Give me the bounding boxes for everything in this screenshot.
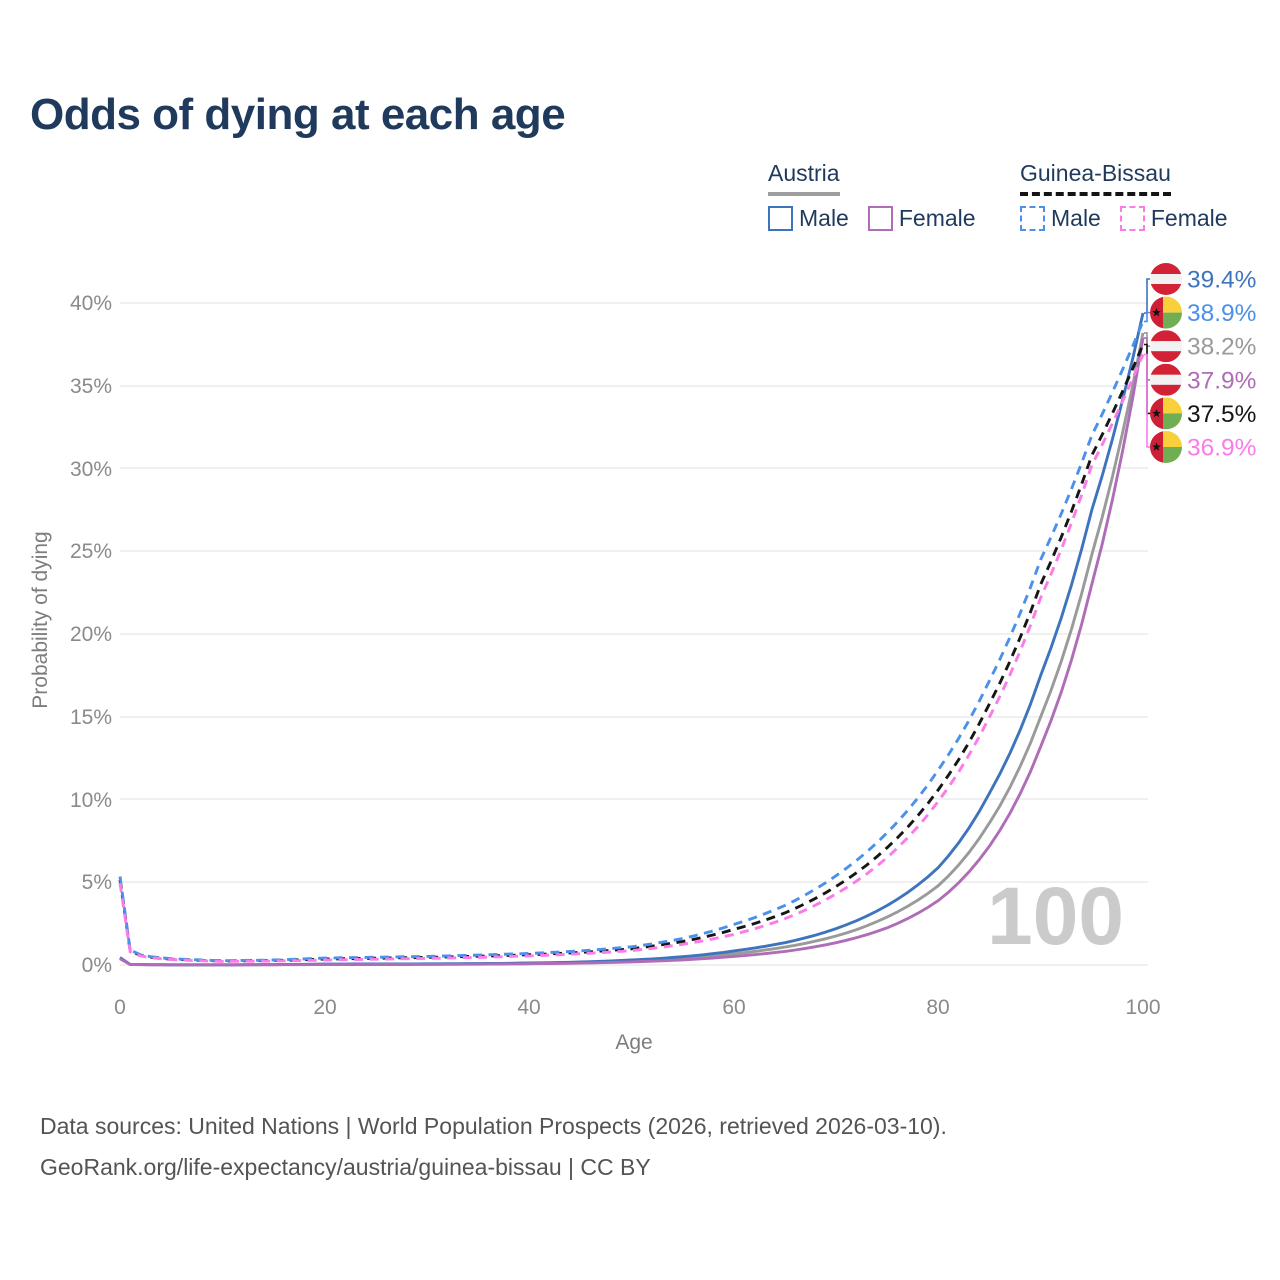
flag-guinea-bissau-icon <box>1150 296 1182 329</box>
x-tick: 100 <box>1125 996 1160 1019</box>
legend-item-guinea-bissau-female[interactable]: Female <box>1119 205 1228 232</box>
legend-group-guinea-bissau: Guinea-Bissau Male Female <box>1020 160 1228 232</box>
label-connector <box>1144 353 1150 448</box>
x-tick: 0 <box>114 996 126 1019</box>
end-value-label-at_male: 39.4% <box>1187 267 1256 294</box>
age-counter-watermark: 100 <box>987 871 1124 962</box>
y-axis-title: Probability of dying <box>29 531 52 708</box>
y-tick: 10% <box>70 789 112 812</box>
end-value-label-gb_female: 36.9% <box>1187 435 1256 462</box>
flag-guinea-bissau-icon <box>1150 397 1182 430</box>
guinea-bissau-male-swatch-icon <box>1020 206 1045 231</box>
legend-label: Male <box>799 205 849 231</box>
y-tick: 15% <box>70 706 112 729</box>
guinea-bissau-female-swatch-icon <box>1119 206 1145 231</box>
series-line-at_male <box>119 312 1145 967</box>
y-tick: 20% <box>70 623 112 646</box>
series-line-at_female <box>119 337 1145 967</box>
legend-country-guinea-bissau: Guinea-Bissau <box>1020 160 1171 196</box>
end-value-label-at_comb: 38.2% <box>1187 334 1256 361</box>
legend-country-austria: Austria <box>768 160 840 196</box>
flag-austria-icon <box>1150 363 1182 396</box>
y-tick: 40% <box>70 292 112 315</box>
austria-female-swatch-icon <box>867 206 893 231</box>
source-link-line: GeoRank.org/life-expectancy/austria/guin… <box>40 1154 651 1180</box>
end-value-label-at_female: 37.9% <box>1187 367 1256 394</box>
x-tick: 40 <box>517 996 540 1019</box>
austria-male-swatch-icon <box>768 206 793 231</box>
x-tick: 20 <box>313 996 336 1019</box>
source-line: Data sources: United Nations | World Pop… <box>40 1113 947 1139</box>
legend-group-austria: Austria Male Female <box>768 160 976 232</box>
series-line-gb_comb <box>118 343 1145 963</box>
y-tick: 30% <box>70 458 112 481</box>
page-title: Odds of dying at each age <box>30 90 566 139</box>
flag-austria-icon <box>1150 330 1182 363</box>
x-tick: 80 <box>926 996 949 1019</box>
y-tick: 5% <box>82 871 112 894</box>
y-tick: 25% <box>70 540 112 563</box>
legend-item-guinea-bissau-male[interactable]: Male <box>1020 205 1101 232</box>
legend-item-austria-male[interactable]: Male <box>768 205 849 232</box>
label-connector <box>1144 278 1150 314</box>
legend-label: Male <box>1051 205 1101 231</box>
y-tick: 35% <box>70 375 112 398</box>
series-line-at_comb <box>119 332 1145 967</box>
legend-label: Female <box>898 205 976 231</box>
source-attribution: Data sources: United Nations | World Pop… <box>40 1106 947 1188</box>
flag-austria-icon <box>1150 263 1182 295</box>
end-value-label-gb_male: 38.9% <box>1187 300 1256 327</box>
flag-guinea-bissau-icon <box>1150 431 1182 463</box>
y-tick: 0% <box>82 954 112 977</box>
legend-label: Female <box>1150 205 1228 231</box>
end-value-label-gb_comb: 37.5% <box>1187 401 1256 428</box>
legend-item-austria-female[interactable]: Female <box>867 205 976 232</box>
series-line-gb_male <box>118 320 1145 963</box>
label-connector <box>1144 311 1150 323</box>
x-tick: 60 <box>722 996 745 1019</box>
x-axis-title: Age <box>615 1031 652 1054</box>
